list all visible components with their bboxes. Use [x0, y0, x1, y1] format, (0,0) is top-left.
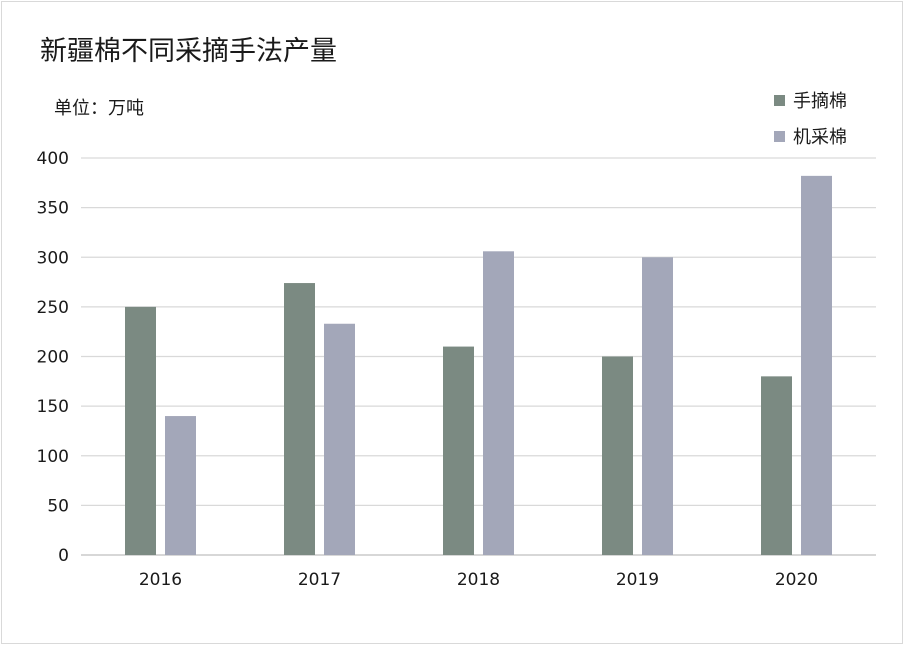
y-tick-label-300: 300 [37, 248, 69, 268]
x-tick-label-2018: 2018 [457, 570, 500, 590]
bar-hand-picked-2018 [443, 346, 474, 555]
bar-hand-picked-2020 [761, 376, 792, 555]
bar-machine-picked-2017 [324, 323, 355, 555]
legend-label-machine-picked: 机采棉 [793, 127, 847, 148]
bar-machine-picked-2018 [483, 251, 514, 556]
x-tick-label-2019: 2019 [616, 570, 659, 590]
unit-label: 单位：万吨 [54, 98, 144, 119]
bar-machine-picked-2020 [801, 175, 832, 556]
bar-hand-picked-2017 [284, 283, 315, 555]
legend: 手摘棉 机采棉 [774, 82, 847, 154]
legend-label-hand-picked: 手摘棉 [793, 91, 847, 112]
bar-machine-picked-2019 [642, 257, 673, 555]
y-tick-label-400: 400 [37, 149, 69, 169]
x-tick-label-2017: 2017 [298, 570, 341, 590]
y-tick-label-350: 350 [37, 199, 69, 219]
y-tick-label-200: 200 [37, 348, 69, 368]
legend-swatch-machine-picked [774, 130, 785, 142]
x-tick-label-2020: 2020 [775, 570, 818, 590]
bar-hand-picked-2016 [125, 306, 156, 555]
y-tick-label-250: 250 [37, 298, 69, 318]
y-tick-label-100: 100 [37, 447, 69, 467]
y-tick-label-0: 0 [58, 546, 69, 566]
x-tick-label-2016: 2016 [139, 570, 182, 590]
bar-machine-picked-2016 [165, 416, 196, 555]
legend-swatch-hand-picked [774, 94, 785, 106]
y-tick-label-150: 150 [37, 397, 69, 417]
chart-title: 新疆棉不同采摘手法产量 [40, 36, 337, 67]
bar-hand-picked-2019 [602, 356, 633, 555]
y-tick-label-50: 50 [47, 496, 69, 516]
legend-item-machine-picked: 机采棉 [774, 118, 847, 154]
legend-item-hand-picked: 手摘棉 [774, 82, 847, 118]
